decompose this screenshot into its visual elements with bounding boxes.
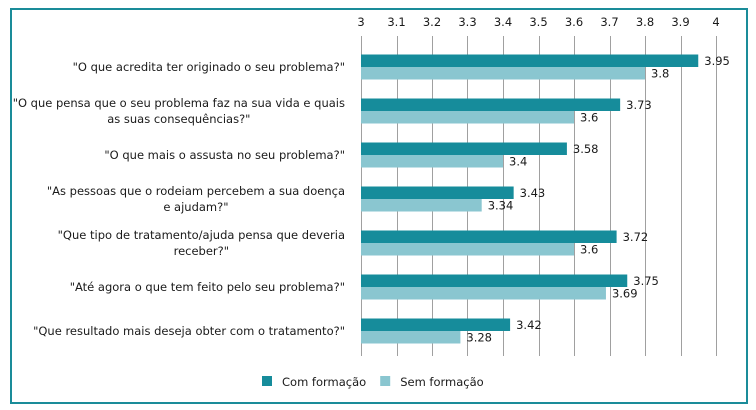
bar-sem-formacao xyxy=(361,331,461,344)
value-label: 3.73 xyxy=(626,98,652,112)
chart-frame xyxy=(10,8,748,404)
bar-sem-formacao xyxy=(361,287,606,300)
x-tick-label: 3.8 xyxy=(636,15,654,29)
value-label: 3.6 xyxy=(580,243,598,257)
bars xyxy=(361,54,699,344)
x-tick-label: 3.1 xyxy=(387,15,405,29)
value-label: 3.72 xyxy=(623,230,649,244)
x-tick-label: 3.9 xyxy=(671,15,689,29)
legend-label: Com formação xyxy=(282,375,366,389)
category-label: "Que tipo de tratamento/ajuda pensa que … xyxy=(58,228,345,258)
value-label: 3.6 xyxy=(580,111,598,125)
legend-item: Com formação xyxy=(262,375,366,389)
bar-com-formacao xyxy=(361,98,621,111)
category-label-line: "O que acredita ter originado o seu prob… xyxy=(73,60,345,74)
value-labels: 3.95 3.8 3.73 3.6 3.58 3.4 3.43 3.34 3.72 3.6 3.75… xyxy=(466,54,729,345)
x-tick-label: 3.4 xyxy=(494,15,512,29)
category-label: "As pessoas que o rodeiam percebem a sua… xyxy=(47,184,345,214)
value-label: 3.4 xyxy=(509,155,527,169)
category-label-line: "Até agora o que tem feito pelo seu prob… xyxy=(70,280,345,294)
legend-item: Sem formação xyxy=(380,375,484,389)
value-label: 3.42 xyxy=(516,318,542,332)
bar-com-formacao xyxy=(361,318,511,331)
category-label-line: "As pessoas que o rodeiam percebem a sua… xyxy=(47,184,345,198)
value-label: 3.34 xyxy=(488,199,514,213)
bar-sem-formacao xyxy=(361,155,503,168)
value-label: 3.28 xyxy=(466,331,492,345)
bar-com-formacao xyxy=(361,230,617,243)
value-label: 3.69 xyxy=(612,287,638,301)
value-label: 3.58 xyxy=(573,142,599,156)
x-axis-ticks: 3 3.1 3.2 3.3 3.4 3.5 3.6 3.7 3.8 3.9 4 xyxy=(357,15,719,29)
legend-swatch xyxy=(262,376,272,386)
bar-com-formacao xyxy=(361,274,628,287)
x-tick-label: 4 xyxy=(712,15,719,29)
category-label-line: "O que mais o assusta no seu problema?" xyxy=(104,148,345,162)
bar-com-formacao xyxy=(361,54,699,67)
x-tick-label: 3.2 xyxy=(423,15,441,29)
x-tick-label: 3.6 xyxy=(565,15,583,29)
bar-com-formacao xyxy=(361,142,567,155)
bar-sem-formacao xyxy=(361,111,574,124)
bar-sem-formacao xyxy=(361,67,645,80)
x-tick-label: 3.7 xyxy=(600,15,618,29)
legend: Com formação Sem formação xyxy=(262,375,484,389)
category-label-line: "Que resultado mais deseja obter com o t… xyxy=(33,324,345,338)
category-label-line: e ajudam?" xyxy=(163,200,228,214)
value-label: 3.43 xyxy=(520,186,546,200)
value-label: 3.8 xyxy=(651,67,669,81)
category-label-line: "Que tipo de tratamento/ajuda pensa que … xyxy=(58,228,345,242)
bar-sem-formacao xyxy=(361,243,574,256)
category-label-line: as suas consequências?" xyxy=(107,112,250,126)
category-label: "Até agora o que tem feito pelo seu prob… xyxy=(70,280,345,294)
category-labels: "O que acredita ter originado o seu prob… xyxy=(13,60,345,338)
x-tick-label: 3.3 xyxy=(458,15,476,29)
category-label-line: "O que pensa que o seu problema faz na s… xyxy=(13,96,345,110)
value-label: 3.75 xyxy=(633,274,659,288)
bar-sem-formacao xyxy=(361,199,482,212)
category-label: "Que resultado mais deseja obter com o t… xyxy=(33,324,345,338)
x-tick-label: 3.5 xyxy=(529,15,547,29)
category-label: "O que acredita ter originado o seu prob… xyxy=(73,60,345,74)
legend-label: Sem formação xyxy=(400,375,484,389)
x-tick-label: 3 xyxy=(357,15,364,29)
gridlines xyxy=(361,36,717,356)
category-label: "O que pensa que o seu problema faz na s… xyxy=(13,96,345,126)
bar-com-formacao xyxy=(361,186,514,199)
value-label: 3.95 xyxy=(704,54,730,68)
category-label: "O que mais o assusta no seu problema?" xyxy=(104,148,345,162)
legend-swatch xyxy=(380,376,391,386)
category-label-line: receber?" xyxy=(174,244,229,258)
